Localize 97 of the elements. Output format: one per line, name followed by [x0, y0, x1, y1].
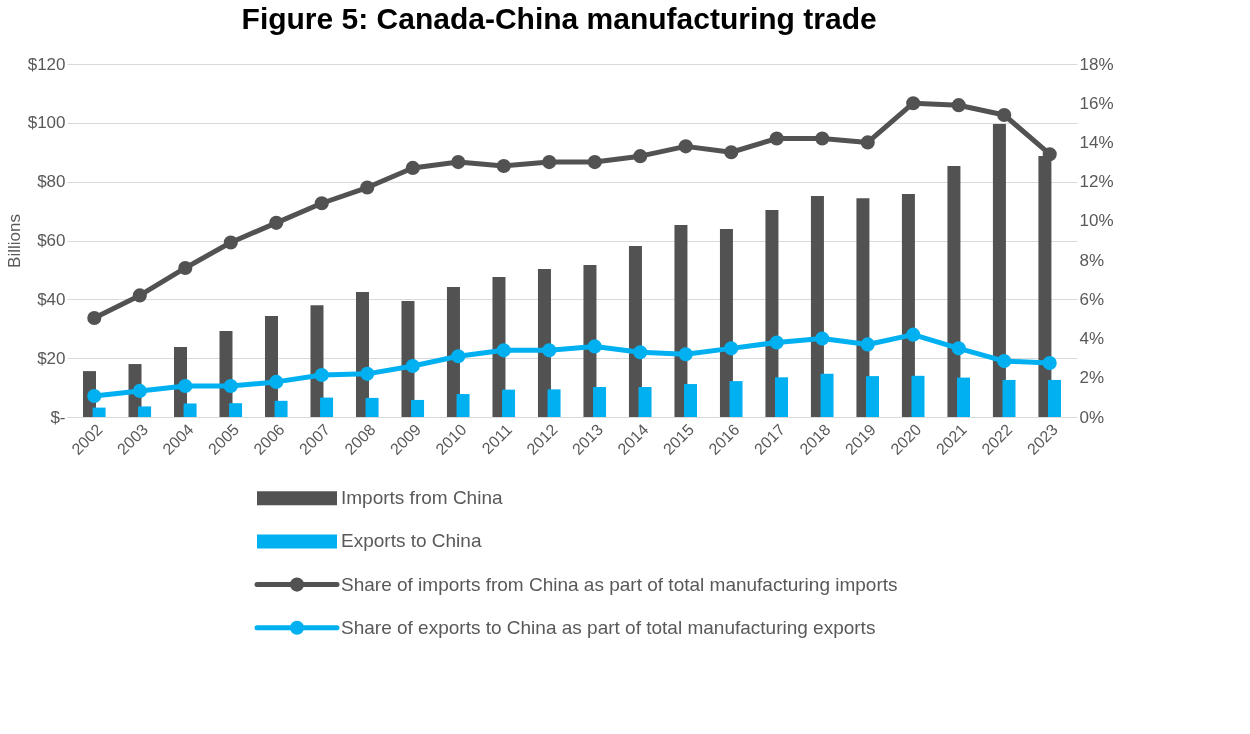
point: [542, 343, 557, 358]
bar: [183, 403, 197, 417]
y-tick-label: $-: [50, 407, 66, 427]
bar: [765, 209, 779, 417]
bar: [92, 407, 106, 417]
point: [451, 349, 466, 364]
point: [678, 347, 693, 362]
y-tick-label: $40: [37, 289, 66, 309]
bar: [593, 387, 607, 417]
y2-tick-label: 8%: [1079, 250, 1105, 270]
y2-tick-label: 2%: [1079, 368, 1105, 388]
y2-tick-label: 0%: [1079, 407, 1105, 427]
point: [633, 149, 648, 164]
point: [678, 139, 693, 154]
point: [314, 367, 329, 383]
point: [724, 341, 739, 356]
point: [451, 155, 466, 170]
point: [633, 345, 648, 360]
bar: [901, 194, 915, 417]
point: [496, 343, 511, 358]
bar: [456, 394, 470, 417]
point: [769, 131, 784, 146]
point: [360, 366, 375, 381]
bar: [138, 406, 152, 417]
point: [860, 135, 875, 150]
point: [587, 339, 602, 354]
bar: [719, 229, 733, 417]
legend-label: Share of imports from China as part of total manufacturing imports: [341, 573, 898, 595]
bar: [1002, 379, 1016, 417]
point: [815, 131, 830, 146]
point: [269, 374, 284, 389]
bar: [229, 403, 243, 417]
y-tick-label: $120: [27, 54, 66, 74]
point: [178, 260, 193, 276]
point: [815, 331, 830, 346]
point: [496, 158, 511, 174]
legend-label: Imports from China: [341, 487, 503, 509]
bar: [729, 381, 743, 417]
point: [269, 215, 284, 230]
bar: [957, 377, 970, 417]
bar: [856, 198, 870, 417]
y-axis-title: Billions: [4, 214, 24, 268]
bar: [820, 373, 834, 417]
y-tick-label: $60: [37, 231, 66, 250]
point: [951, 98, 966, 113]
point: [87, 388, 102, 404]
point: [132, 288, 147, 303]
bar: [274, 400, 288, 417]
y2-tick-label: 14%: [1079, 132, 1114, 152]
point: [132, 383, 147, 398]
legend-label: Share of exports to China as part of total manufacturing exports: [341, 616, 876, 638]
point: [542, 155, 557, 170]
bar: [674, 224, 688, 417]
point: [360, 180, 375, 195]
bar: [411, 399, 425, 417]
bar: [911, 375, 925, 417]
legend-label: Exports to China: [341, 530, 482, 552]
bar: [628, 246, 642, 417]
point: [314, 196, 329, 211]
point: [769, 335, 784, 350]
point: [178, 378, 193, 394]
y2-tick-label: 10%: [1079, 211, 1114, 231]
bar: [638, 387, 652, 417]
y2-tick-label: 6%: [1079, 289, 1105, 309]
y-tick-label: $80: [37, 172, 66, 192]
point: [997, 354, 1012, 369]
point: [223, 235, 238, 250]
point: [587, 155, 602, 170]
y2-tick-label: 16%: [1079, 93, 1114, 113]
point: [223, 378, 238, 394]
point: [906, 96, 921, 111]
chart-title: Figure 5: Canada-China manufacturing trade: [241, 2, 877, 35]
point: [405, 160, 420, 175]
bar: [684, 384, 698, 417]
point: [1042, 147, 1057, 162]
y-tick-label: $20: [37, 348, 66, 368]
point: [860, 337, 875, 352]
bar: [320, 397, 334, 417]
point: [951, 341, 966, 356]
y2-tick-label: 12%: [1079, 172, 1114, 192]
bar: [810, 196, 824, 417]
point: [724, 145, 739, 160]
bar: [502, 389, 516, 417]
bar: [947, 166, 961, 417]
bar: [365, 397, 379, 417]
bar: [866, 376, 880, 417]
point: [997, 107, 1012, 123]
point: [1042, 356, 1057, 371]
y2-tick-label: 4%: [1079, 329, 1105, 349]
y2-tick-label: 18%: [1079, 54, 1114, 74]
bar: [775, 377, 789, 417]
bar: [1047, 379, 1061, 417]
y-tick-label: $100: [27, 113, 66, 133]
point: [906, 327, 921, 342]
point: [87, 310, 102, 326]
point: [405, 358, 420, 374]
bar: [547, 389, 561, 417]
